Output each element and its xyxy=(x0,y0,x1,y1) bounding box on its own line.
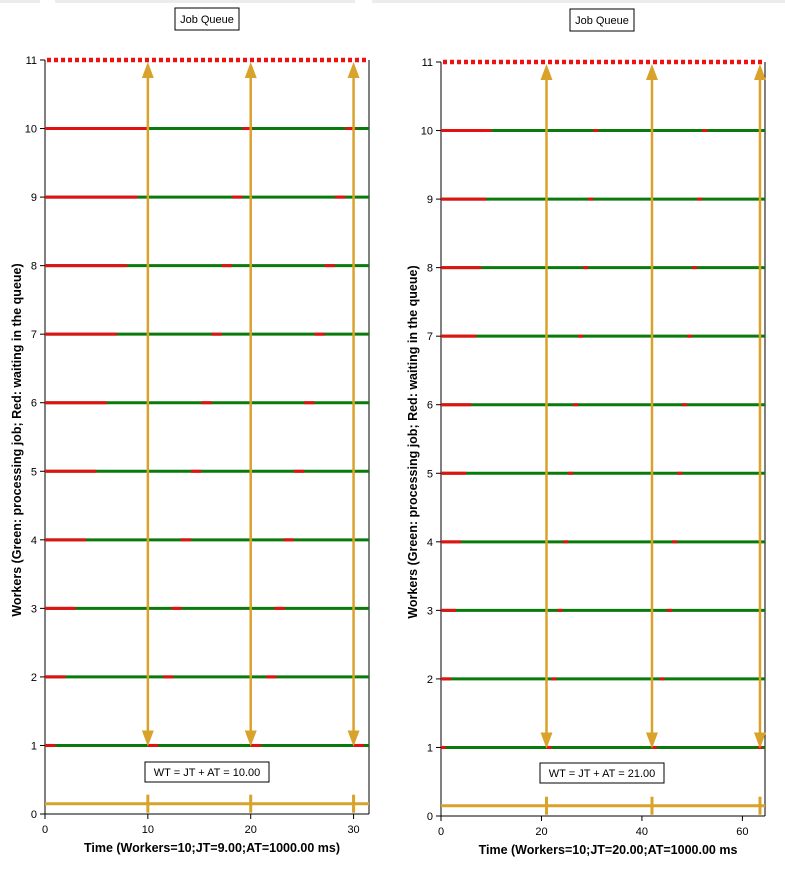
chart2-ytick-label-11: 11 xyxy=(422,57,433,69)
chart2-ytick-label-10: 10 xyxy=(421,126,433,138)
chart1-formula: WT = JT + AT = 10.00 xyxy=(154,767,261,779)
chart2-ytick-label-4: 4 xyxy=(427,537,433,549)
chart2-xtick-label-60: 60 xyxy=(736,826,748,838)
chart1-group: 0 1 2 3 4 5 6 7 8 9 10 11 0 10 20 30 Job Queue WT = JT + … xyxy=(10,7,370,855)
chart2-ytick-label-8: 8 xyxy=(427,263,433,275)
chart2-ytick-label-9: 9 xyxy=(427,194,433,206)
chart2-formula: WT = JT + AT = 21.00 xyxy=(549,768,656,780)
chart2-group: 0 1 2 3 4 5 6 7 8 9 10 11 0 20 40 60 Job Queue WT = JT + … xyxy=(406,8,766,857)
chart1-ytick-label-2: 2 xyxy=(31,672,37,684)
chart1-ytick-label-7: 7 xyxy=(31,329,37,341)
chart2-ytick-label-0: 0 xyxy=(427,811,433,823)
top-strip-left xyxy=(0,0,40,3)
chart1-ytick-label-6: 6 xyxy=(31,398,37,410)
chart2-ytick-label-2: 2 xyxy=(427,674,433,686)
chart2-ytick-label-5: 5 xyxy=(427,468,433,480)
chart1-title-box xyxy=(174,7,240,31)
chart2-ytick-label-1: 1 xyxy=(427,742,433,754)
chart2-xtick-label-20: 20 xyxy=(535,826,547,838)
chart1-xtick-label-0: 0 xyxy=(42,824,48,836)
chart1-ytick-label-3: 3 xyxy=(31,603,37,615)
chart1-ytick-label-8: 8 xyxy=(31,261,37,273)
chart1-ytick-label-1: 1 xyxy=(31,740,37,752)
chart1-ytick-label-4: 4 xyxy=(31,535,37,547)
chart2-arrival-head-top-1 xyxy=(645,64,658,80)
chart1-arrival-head-top-0 xyxy=(141,62,154,78)
chart1-xtick-label-20: 20 xyxy=(245,824,257,836)
chart1-title: Job Queue xyxy=(180,14,234,26)
chart1-ytick-label-10: 10 xyxy=(25,124,37,136)
chart1-formula-box xyxy=(144,761,270,783)
chart2-x-axis-label: Time (Workers=10;JT=20.00;AT=1000.00 ms xyxy=(479,843,738,857)
top-strip-mid xyxy=(55,0,355,3)
chart2-arrival-head-top-2 xyxy=(753,64,766,80)
chart2-xtick-label-0: 0 xyxy=(438,826,444,838)
chart2-ytick-label-3: 3 xyxy=(427,605,433,617)
chart2-y-axis-label: Workers (Green: processing job; Red: wai… xyxy=(406,265,420,618)
chart2-title-box xyxy=(569,8,635,32)
chart1-ytick-label-0: 0 xyxy=(31,809,37,821)
chart1-arrival-head-bottom-1 xyxy=(244,730,257,747)
chart1-x-axis-label: Time (Workers=10;JT=9.00;AT=1000.00 ms) xyxy=(84,841,340,855)
chart2-arrival-head-bottom-2 xyxy=(753,732,766,749)
chart1-y-axis-label: Workers (Green: processing job; Red: wai… xyxy=(10,263,24,616)
chart2-formula-box xyxy=(539,762,665,784)
chart2-title: Job Queue xyxy=(575,15,629,27)
chart1-xtick-label-10: 10 xyxy=(142,824,154,836)
chart1-arrival-head-bottom-2 xyxy=(347,730,360,747)
chart2-ytick-label-6: 6 xyxy=(427,400,433,412)
top-strip-right xyxy=(372,0,785,3)
chart2-ytick-label-7: 7 xyxy=(427,331,433,343)
chart1-ytick-label-5: 5 xyxy=(31,466,37,478)
chart2-arrival-head-top-0 xyxy=(540,64,553,80)
chart1-ytick-label-11: 11 xyxy=(26,55,37,67)
chart1-ytick-label-9: 9 xyxy=(31,192,37,204)
chart2-arrival-head-bottom-1 xyxy=(645,732,658,749)
chart1-arrival-head-top-1 xyxy=(244,62,257,78)
chart1-arrival-head-top-2 xyxy=(347,62,360,78)
chart2-xtick-label-40: 40 xyxy=(636,826,648,838)
chart1-xtick-label-30: 30 xyxy=(347,824,359,836)
chart2-arrival-head-bottom-0 xyxy=(540,732,553,749)
chart1-arrival-head-bottom-0 xyxy=(141,730,154,747)
